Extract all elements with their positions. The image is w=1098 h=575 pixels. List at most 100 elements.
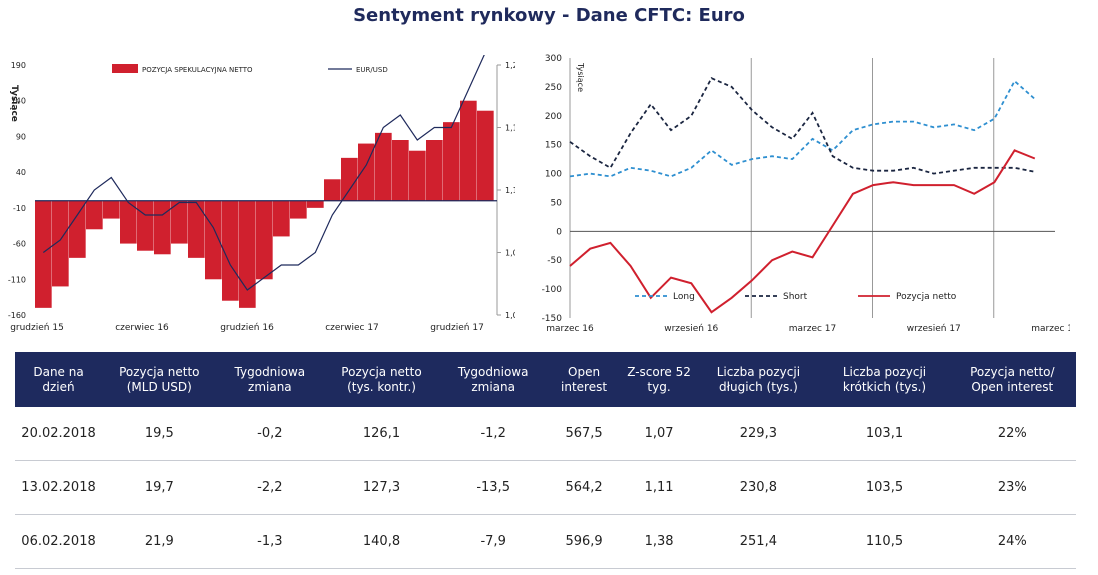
header-net-position-usd: Pozycja netto (MLD USD) [102, 352, 217, 407]
y-tick-label: 200 [545, 112, 562, 122]
y-left-tick-label: -60 [13, 240, 26, 249]
net-position-bar [52, 200, 69, 287]
y-right-tick-label: 1,03 [505, 311, 515, 320]
net-position-bar [477, 110, 494, 201]
y-right-tick-label: 1,13 [505, 186, 515, 195]
table-cell: 06.02.2018 [15, 514, 103, 569]
table-cell: 230,8 [696, 460, 821, 515]
y-left-tick-label: 40 [16, 168, 26, 177]
table-cell: 103,5 [820, 460, 949, 515]
table-cell: 1,07 [621, 407, 697, 461]
y-left-tick-label: -110 [8, 275, 26, 284]
net-position-bar [103, 200, 120, 219]
header-weekly-change-usd: Tygodniowa zmiana [216, 352, 324, 407]
y-tick-label: -150 [542, 314, 563, 324]
table-cell: 126,1 [323, 407, 440, 461]
table-row: 13.02.2018 19,7 -2,2 127,3 -13,5 564,2 1… [15, 460, 1076, 515]
header-open-interest: Open interest [546, 352, 622, 407]
table-cell: -2,2 [216, 460, 324, 515]
net-position-bar [273, 200, 290, 237]
net-position-bar [460, 100, 477, 201]
table-row: 20.02.2018 19,5 -0,2 126,1 -1,2 567,5 1,… [15, 407, 1076, 461]
header-z-score: Z-score 52 tyg. [621, 352, 697, 407]
table-cell: 110,5 [820, 514, 949, 569]
y-right-tick-label: 1,08 [505, 249, 515, 258]
net-position-bar [239, 200, 256, 308]
header-short-positions: Liczba pozycji krótkich (tys.) [820, 352, 949, 407]
table-cell: 596,9 [546, 514, 622, 569]
y-left-tick-label: 190 [11, 61, 26, 70]
table-header-row: Dane na dzień Pozycja netto (MLD USD) Ty… [15, 352, 1076, 407]
x-tick-label: grudzień 16 [220, 323, 274, 333]
header-weekly-change-contracts: Tygodniowa zmiana [439, 352, 547, 407]
net-position-bar [154, 200, 171, 255]
y-axis-label: Tysiące [9, 85, 19, 122]
net-position-bar [392, 140, 409, 201]
table-cell: 23% [948, 460, 1076, 515]
table-cell: 13.02.2018 [15, 460, 103, 515]
legend-line-label: EUR/USD [356, 66, 388, 74]
table-cell: -0,2 [216, 407, 324, 461]
x-tick-label: grudzień 17 [430, 323, 484, 333]
y-left-tick-label: 90 [16, 132, 26, 141]
net-position-bar [35, 200, 52, 308]
x-tick-label: marzec 17 [789, 324, 837, 334]
table-cell: 24% [948, 514, 1076, 569]
x-tick-label: grudzień 15 [10, 323, 64, 333]
header-long-positions: Liczba pozycji długich (tys.) [696, 352, 821, 407]
net-position-bar [188, 200, 205, 258]
table-cell: 22% [948, 407, 1076, 461]
series-line-long [569, 79, 1036, 178]
x-tick-label: marzec 18 [1031, 324, 1070, 334]
table-cell: 140,8 [323, 514, 440, 569]
y-tick-label: 250 [545, 83, 562, 93]
net-position-bar [256, 200, 273, 280]
y-left-tick-label: -10 [13, 204, 26, 213]
net-position-bar [341, 157, 358, 201]
table-cell: 127,3 [323, 460, 440, 515]
x-tick-label: wrzesień 16 [664, 324, 718, 334]
table-cell: -1,2 [439, 407, 547, 461]
eurusd-line [42, 55, 485, 291]
x-tick-label: czerwiec 16 [115, 323, 169, 333]
y-right-tick-label: 1,18 [505, 124, 515, 133]
legend-label: Pozycja netto [896, 292, 957, 302]
net-position-bar [69, 200, 86, 258]
table-cell: -1,3 [216, 514, 324, 569]
y-tick-label: 150 [545, 141, 562, 151]
y-right-tick-label: 1,23 [505, 61, 515, 70]
series-line-pozycja-netto [569, 149, 1036, 314]
table-cell: 103,1 [820, 407, 949, 461]
header-date: Dane na dzień [15, 352, 103, 407]
net-position-bar [358, 143, 375, 201]
header-net-oi-ratio: Pozycja netto/ Open interest [948, 352, 1076, 407]
y-tick-label: 50 [551, 198, 563, 208]
cftc-data-table: Dane na dzień Pozycja netto (MLD USD) Ty… [15, 352, 1076, 569]
y-tick-label: -50 [547, 256, 562, 266]
x-tick-label: czerwiec 17 [325, 323, 379, 333]
table-cell: 251,4 [696, 514, 821, 569]
y-axis-label: Tysiące [576, 62, 585, 92]
table-row: 06.02.2018 21,9 -1,3 140,8 -7,9 596,9 1,… [15, 514, 1076, 569]
table-cell: 564,2 [546, 460, 622, 515]
net-position-bar [137, 200, 154, 251]
y-tick-label: 100 [545, 170, 562, 180]
legend-label: Long [673, 292, 695, 302]
net-position-bar [409, 150, 426, 201]
table-cell: 21,9 [102, 514, 217, 569]
table-cell: 20.02.2018 [15, 407, 103, 461]
net-position-eurusd-chart: 190 140 90 40 -10 -60 -110 -160 Tysiące 1,23 1,18 1… [8, 55, 515, 333]
table-cell: 19,7 [102, 460, 217, 515]
net-position-bar [426, 140, 443, 201]
y-left-tick-label: 140 [11, 97, 26, 106]
x-tick-label: wrzesień 17 [907, 324, 961, 334]
net-position-bar [307, 200, 324, 208]
net-position-bar [222, 200, 239, 301]
net-position-bar [443, 122, 460, 201]
table-cell: -7,9 [439, 514, 547, 569]
net-position-bar [171, 200, 188, 244]
table-cell: 19,5 [102, 407, 217, 461]
legend-bar-label: POZYCJA SPEKULACYJNA NETTO [142, 66, 253, 74]
x-tick-label: marzec 16 [546, 324, 594, 334]
net-position-bar [120, 200, 137, 244]
